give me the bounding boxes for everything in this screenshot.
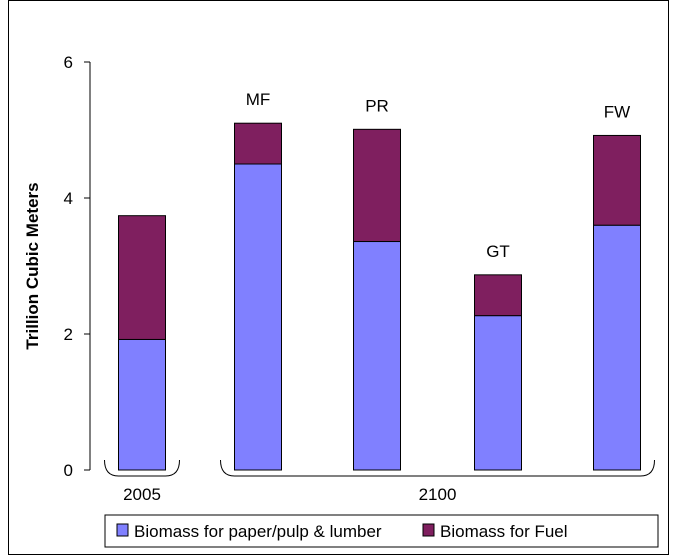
group-bracket-1 <box>220 459 655 477</box>
bar-segment-pulp-4 <box>593 224 641 471</box>
bars-layer <box>118 122 641 471</box>
bar-segment-fuel-2 <box>353 128 401 243</box>
bar-label-1: MF <box>246 90 271 109</box>
bar-segment-pulp-2 <box>353 241 401 471</box>
group-label-1: 2100 <box>419 485 457 504</box>
bar-segment-pulp-1 <box>234 163 282 471</box>
bar-label-3: GT <box>486 242 510 261</box>
bar-segment-fuel-1 <box>234 122 282 165</box>
y-axis: 0 2 4 6 <box>64 53 91 480</box>
bar-label-4: FW <box>604 102 630 121</box>
y-tick-label: 2 <box>64 325 73 344</box>
y-tick-label: 6 <box>64 53 73 72</box>
legend-box <box>104 514 659 548</box>
bar-segment-fuel-4 <box>593 134 641 226</box>
legend-swatch-fuel <box>422 523 435 537</box>
bar-segment-pulp-3 <box>474 315 522 471</box>
y-tick-label: 0 <box>64 461 73 480</box>
legend-swatch-pulp <box>116 523 129 537</box>
y-tick-label: 4 <box>64 189 73 208</box>
bar-segment-fuel-3 <box>474 274 522 317</box>
bar-segment-fuel-0 <box>118 215 166 340</box>
bar-segment-pulp-0 <box>118 338 166 471</box>
y-axis-label: Trillion Cubic Meters <box>23 182 42 349</box>
legend: Biomass for paper/pulp & lumber Biomass … <box>104 514 659 548</box>
legend-label-pulp: Biomass for paper/pulp & lumber <box>134 522 382 541</box>
group-bracket-0 <box>104 459 180 477</box>
bar-labels-layer: MF PR GT FW <box>246 90 630 261</box>
group-brackets-layer: 2005 2100 <box>104 459 655 504</box>
bar-label-2: PR <box>365 96 389 115</box>
group-label-0: 2005 <box>123 485 161 504</box>
legend-label-fuel: Biomass for Fuel <box>440 522 568 541</box>
